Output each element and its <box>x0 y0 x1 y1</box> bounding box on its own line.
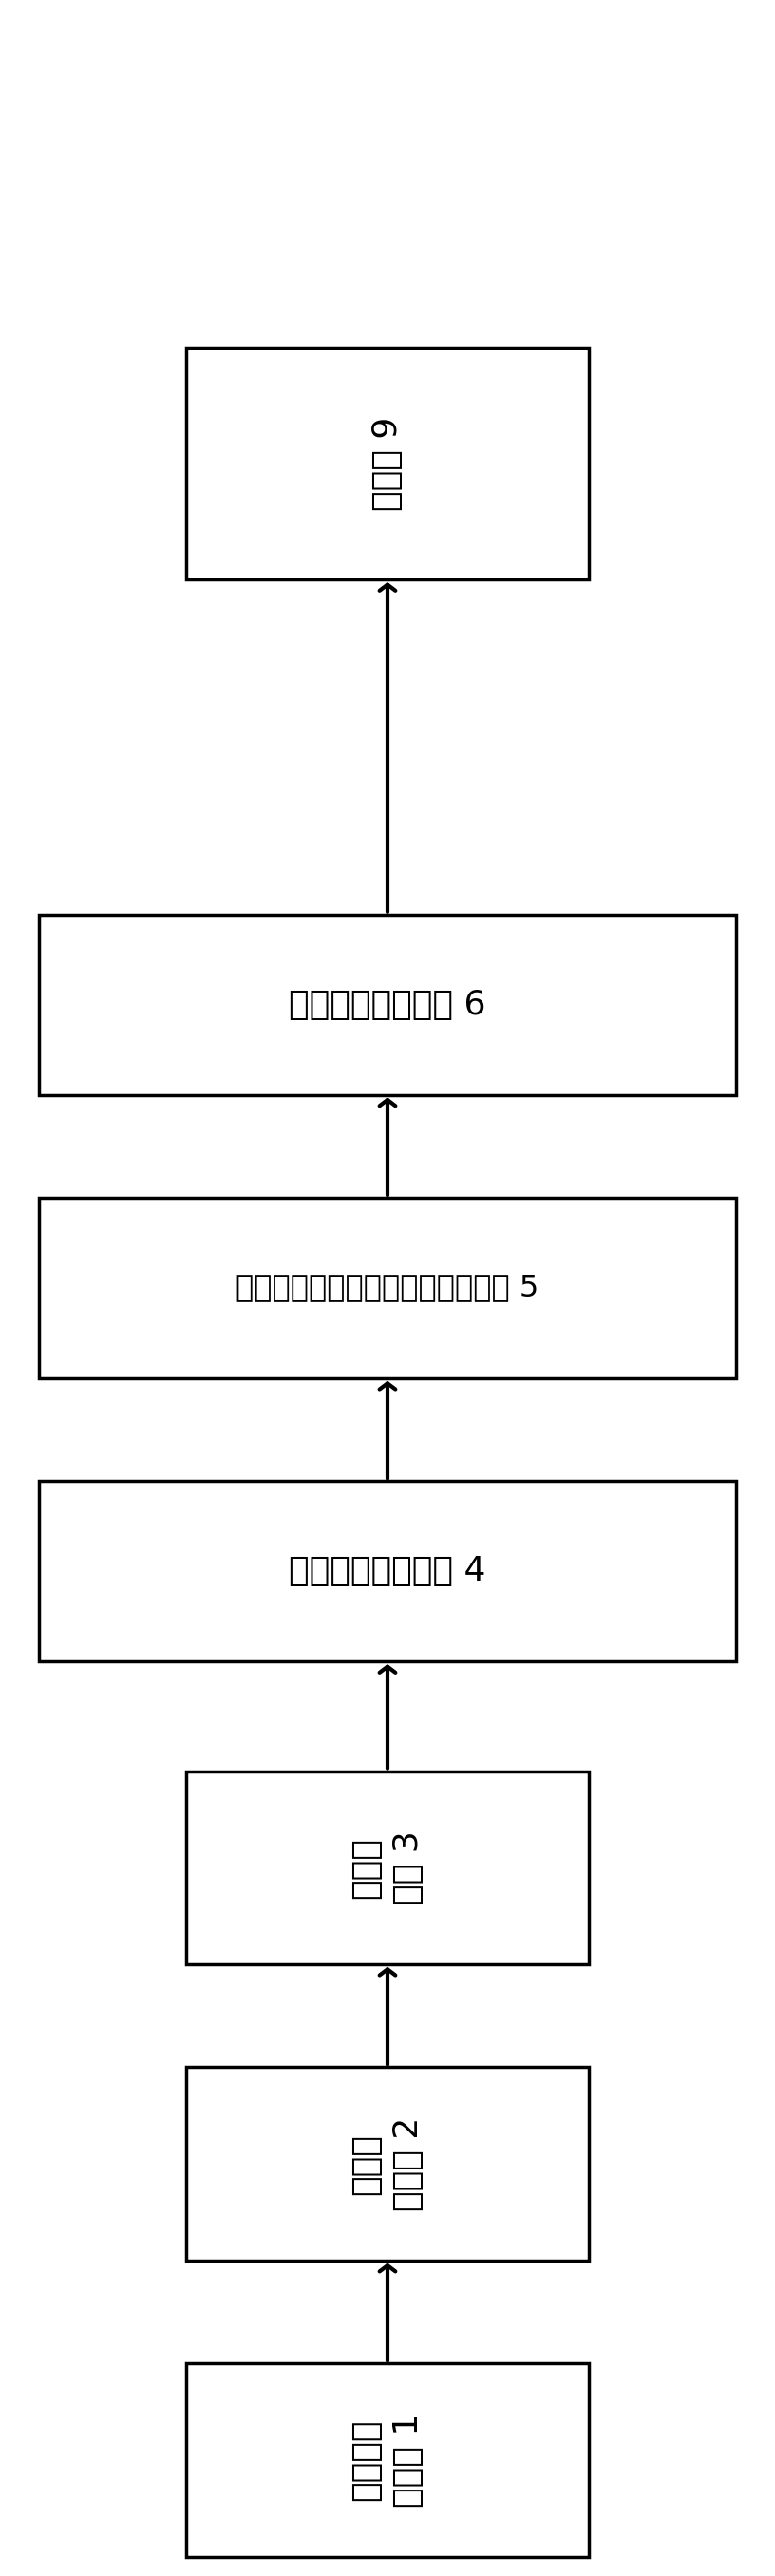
Text: 频率分复用分束器 4: 频率分复用分束器 4 <box>289 1556 486 1587</box>
Text: 超短脑冲
振荡器 1: 超短脑冲 振荡器 1 <box>350 2414 425 2506</box>
Text: 相位噯预補僵回同步多级放大装置 5: 相位噯预補僵回同步多级放大装置 5 <box>236 1273 539 1303</box>
Text: 压缩器 9: 压缩器 9 <box>371 417 404 510</box>
Bar <box>186 2066 589 2262</box>
Bar <box>39 1481 736 1662</box>
Bar <box>186 2365 589 2555</box>
Bar <box>39 914 736 1095</box>
Bar <box>186 348 589 580</box>
Bar <box>39 1198 736 1378</box>
Text: 频率分复用合束器 6: 频率分复用合束器 6 <box>289 989 486 1020</box>
Text: 光谱滤
波器 3: 光谱滤 波器 3 <box>350 1832 425 1904</box>
Bar <box>186 1772 589 1963</box>
Text: 功率预
放大器 2: 功率预 放大器 2 <box>350 2117 425 2210</box>
